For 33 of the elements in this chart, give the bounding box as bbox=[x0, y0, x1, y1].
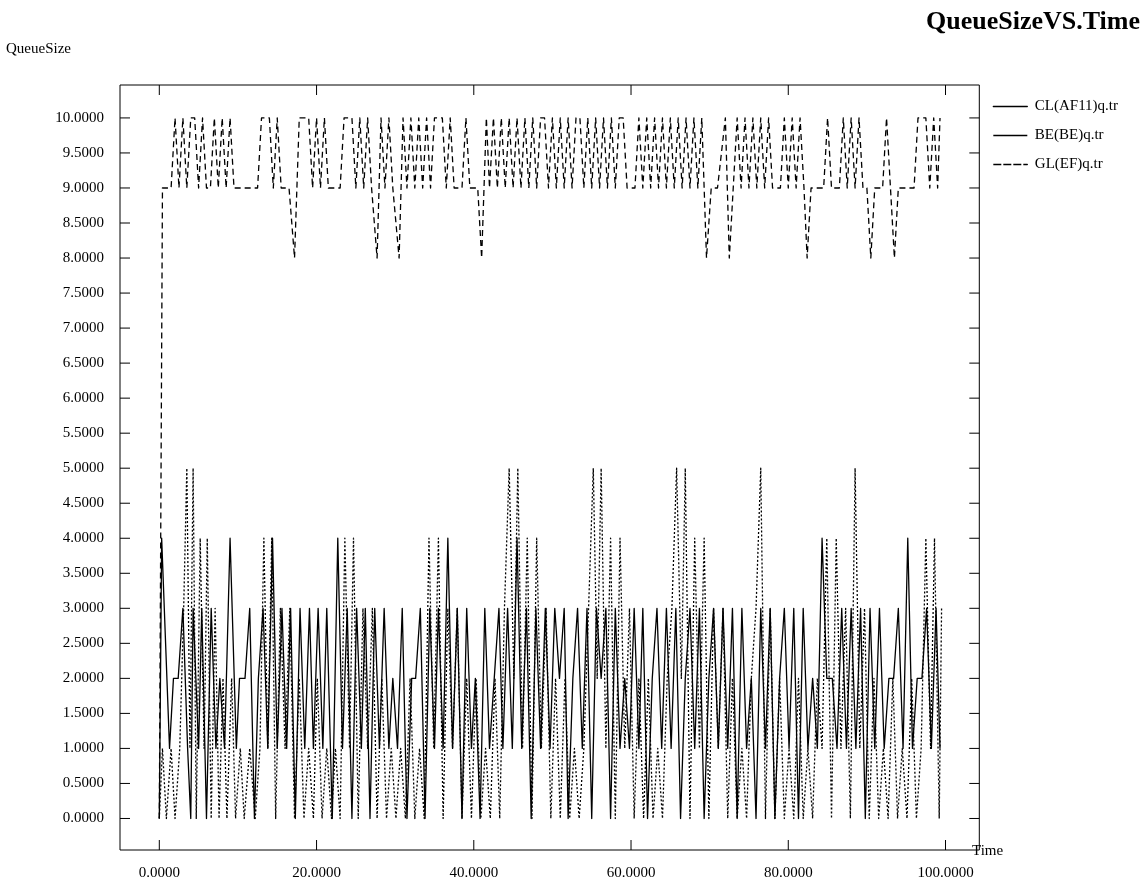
y-tick-label: 6.5000 bbox=[62, 354, 104, 371]
y-tick-label: 9.0000 bbox=[62, 178, 104, 195]
y-tick-label: 5.0000 bbox=[62, 459, 104, 476]
y-tick-label: 3.5000 bbox=[62, 564, 104, 581]
y-tick-label: 5.5000 bbox=[62, 424, 104, 441]
text: QueueSizeVS.Time bbox=[925, 6, 1140, 36]
y-tick-label: 7.0000 bbox=[62, 319, 104, 336]
y-tick-label: 0.0000 bbox=[62, 809, 104, 826]
y-tick-label: 9.5000 bbox=[62, 143, 104, 160]
y-tick-label: 1.5000 bbox=[62, 704, 104, 721]
x-tick-label: 80.0000 bbox=[763, 863, 813, 880]
x-tick-label: 60.0000 bbox=[606, 863, 656, 880]
x-tick-label: 100.0000 bbox=[917, 863, 974, 880]
legend-label: CL(AF11)q.tr bbox=[1034, 97, 1119, 115]
x-tick-label: 20.0000 bbox=[292, 863, 341, 880]
y-tick-label: 3.0000 bbox=[62, 599, 104, 616]
x-axis-title: Time bbox=[972, 842, 1004, 859]
legend-label: GL(EF)q.tr bbox=[1034, 155, 1103, 173]
y-axis-title: QueueSize bbox=[6, 40, 71, 57]
y-tick-label: 0.5000 bbox=[62, 774, 104, 791]
y-tick-label: 4.5000 bbox=[62, 494, 104, 511]
y-tick-label: 6.0000 bbox=[62, 389, 104, 406]
y-tick-label: 4.0000 bbox=[62, 529, 104, 546]
y-tick-label: 7.5000 bbox=[62, 284, 104, 300]
x-tick-label: 0.0000 bbox=[138, 863, 180, 880]
legend-label: BE(BE)q.tr bbox=[1034, 126, 1104, 144]
y-tick-label: 2.0000 bbox=[62, 669, 104, 686]
y-tick-label: 1.0000 bbox=[62, 739, 104, 756]
y-tick-label: 8.0000 bbox=[62, 248, 104, 265]
y-tick-label: 10.0000 bbox=[55, 108, 104, 125]
y-tick-label: 8.5000 bbox=[62, 213, 104, 230]
y-tick-label: 2.5000 bbox=[62, 634, 104, 651]
x-tick-label: 40.0000 bbox=[449, 863, 499, 880]
